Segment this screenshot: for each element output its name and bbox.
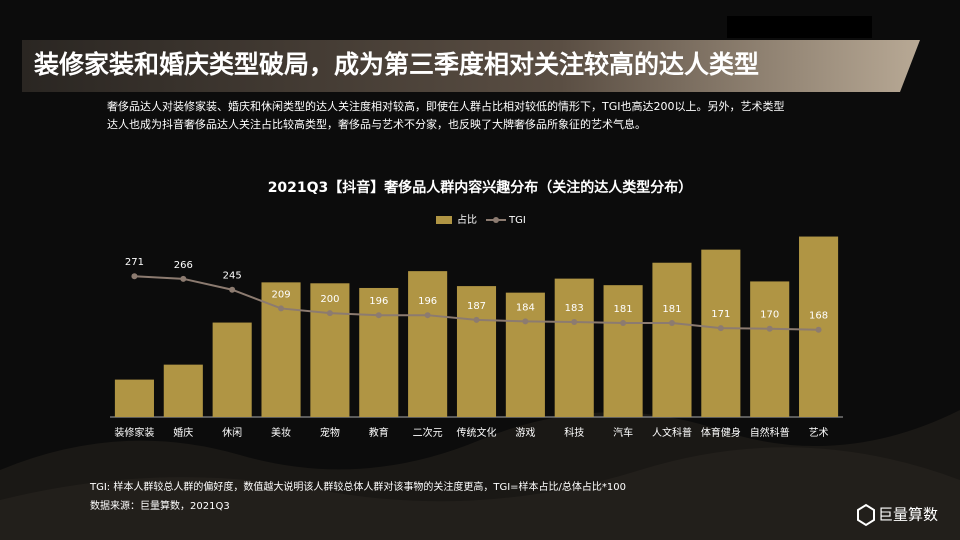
title-banner (22, 40, 920, 92)
x-tick-label: 人文科普 (652, 426, 692, 439)
x-tick-label: 休闲 (222, 426, 242, 439)
data-label: 196 (418, 296, 437, 307)
legend-swatch (493, 217, 499, 223)
point (522, 318, 529, 325)
bar (456, 286, 497, 417)
bar (114, 379, 154, 417)
data-label: 187 (467, 301, 486, 312)
bar (163, 364, 203, 417)
x-tick-label: 汽车 (613, 426, 633, 439)
bar (261, 282, 301, 417)
point (229, 286, 236, 293)
bar (750, 281, 790, 417)
legend-label: 占比 (457, 213, 477, 226)
data-label: 266 (174, 260, 193, 271)
x-tick-label: 传统文化 (457, 426, 497, 439)
point (571, 318, 578, 325)
logo: 巨量算数 (857, 503, 938, 527)
point (131, 273, 138, 280)
data-label: 245 (223, 271, 242, 282)
bar (505, 292, 545, 417)
point (473, 316, 480, 323)
x-tick-label: 科技 (564, 426, 584, 439)
point (180, 275, 187, 282)
x-tick-label: 美妆 (271, 426, 291, 439)
logo-text: 巨量算数 (878, 506, 938, 524)
point (424, 312, 431, 319)
footnote: TGI: 样本人群较总人群的偏好度，数值越大说明该人群较总体人群对该事物的关注度… (89, 480, 626, 493)
bar (359, 287, 399, 417)
data-label: 271 (125, 257, 144, 268)
mountain-decor (0, 447, 960, 540)
x-tick-label: 艺术 (809, 427, 829, 439)
description: 达人也成为抖音奢侈品达人关注占比较高类型，奢侈品与艺术不分家，也反映了大牌奢侈品… (107, 117, 646, 131)
data-label: 184 (516, 302, 535, 313)
x-tick-label: 自然科普 (750, 426, 790, 439)
bar (212, 322, 252, 417)
corner-box (727, 16, 872, 38)
data-label: 171 (711, 309, 730, 320)
x-tick-label: 宠物 (320, 426, 340, 439)
bar (701, 249, 741, 417)
point (326, 310, 333, 317)
x-tick-label: 装修家装 (114, 426, 154, 439)
data-label: 209 (271, 289, 290, 300)
data-label: 196 (369, 296, 388, 307)
point (717, 325, 724, 332)
footnote: 数据来源：巨量算数，2021Q3 (90, 499, 230, 512)
x-tick-label: 体育健身 (701, 426, 741, 439)
point (620, 319, 627, 326)
x-tick-label: 游戏 (515, 426, 535, 439)
point (815, 326, 822, 333)
bar (554, 278, 594, 417)
logo-icon (857, 503, 875, 527)
description: 奢侈品达人对装修家装、婚庆和休闲类型的达人关注度相对较高，即使在人群占比相对较低… (107, 99, 784, 113)
point (375, 312, 382, 319)
bar (652, 262, 692, 417)
point (766, 325, 773, 332)
data-label: 200 (320, 294, 339, 305)
point (278, 305, 285, 312)
slide-title: 装修家装和婚庆类型破局，成为第三季度相对关注较高的达人类型 (34, 50, 759, 79)
bar (603, 285, 643, 417)
data-label: 181 (662, 304, 681, 315)
bar (310, 283, 350, 417)
data-label: 168 (809, 311, 828, 322)
legend-label: TGI (508, 215, 526, 226)
legend-swatch (436, 216, 452, 224)
x-tick-label: 婚庆 (173, 426, 193, 439)
point (668, 319, 675, 326)
data-label: 183 (565, 303, 584, 314)
bar (408, 271, 448, 417)
x-tick-label: 教育 (369, 426, 389, 439)
data-label: 181 (614, 304, 633, 315)
chart-title: 2021Q3【抖音】奢侈品人群内容兴趣分布（关注的达人类型分布） (268, 179, 693, 196)
x-tick-label: 二次元 (413, 426, 443, 439)
data-label: 170 (760, 310, 779, 321)
